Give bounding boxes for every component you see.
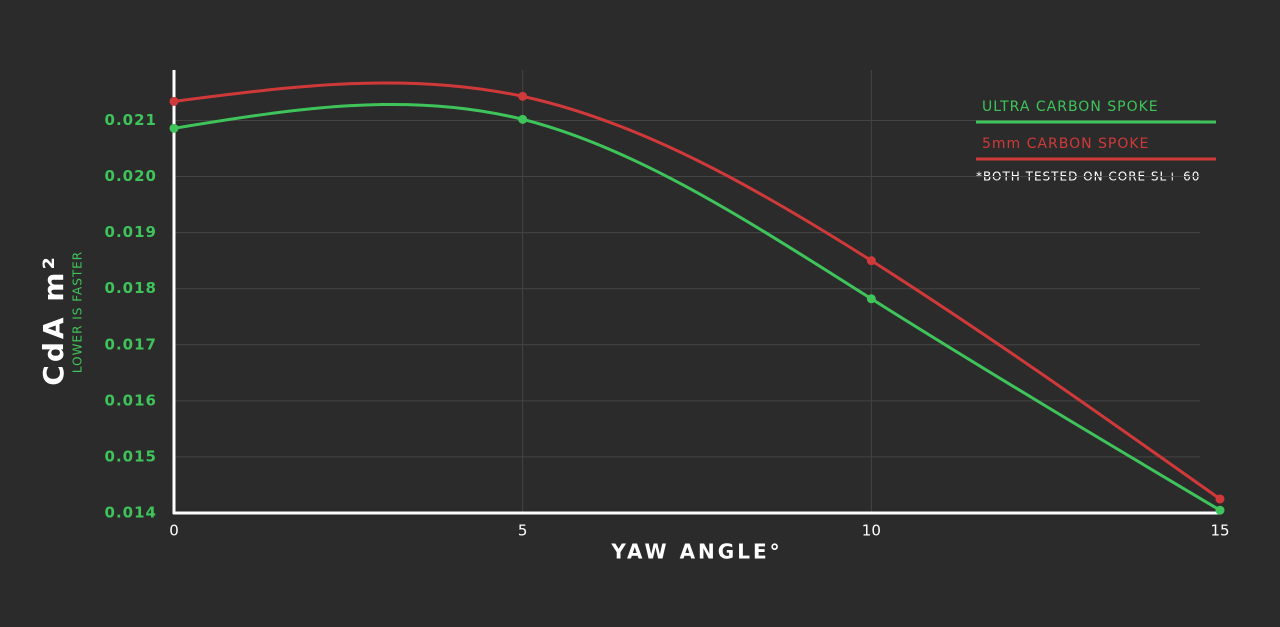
legend-label: ULTRA CARBON SPOKE: [982, 99, 1159, 115]
series-line: [173, 102, 1221, 512]
data-point: [1215, 505, 1225, 515]
data-point: [1215, 494, 1225, 504]
data-point: [169, 123, 179, 133]
y-tick-label: 0.017: [105, 335, 157, 353]
y-tick-label: 0.016: [105, 391, 157, 409]
y-tick-label: 0.019: [105, 223, 157, 241]
y-axis-subtitle: LOWER IS FASTER: [71, 251, 85, 373]
data-point: [518, 114, 528, 124]
data-point: [866, 294, 876, 304]
y-tick-label: 0.021: [105, 111, 157, 129]
data-point: [866, 256, 876, 266]
y-tick-label: 0.018: [105, 279, 157, 297]
y-tick-label: 0.014: [105, 504, 157, 522]
y-tick-label: 0.020: [105, 167, 157, 185]
x-tick-label: 5: [518, 522, 528, 540]
y-axis-title: CdA m²: [37, 254, 70, 385]
x-tick-label: 15: [1210, 522, 1229, 540]
x-axis-title: YAW ANGLE°: [610, 540, 782, 564]
legend-label: 5mm CARBON SPOKE: [982, 136, 1149, 152]
y-tick-label: 0.015: [105, 447, 157, 465]
data-point: [518, 91, 528, 101]
x-tick-label: 0: [169, 522, 179, 540]
series-line: [173, 81, 1221, 501]
data-point: [169, 96, 179, 106]
x-tick-label: 10: [862, 522, 881, 540]
